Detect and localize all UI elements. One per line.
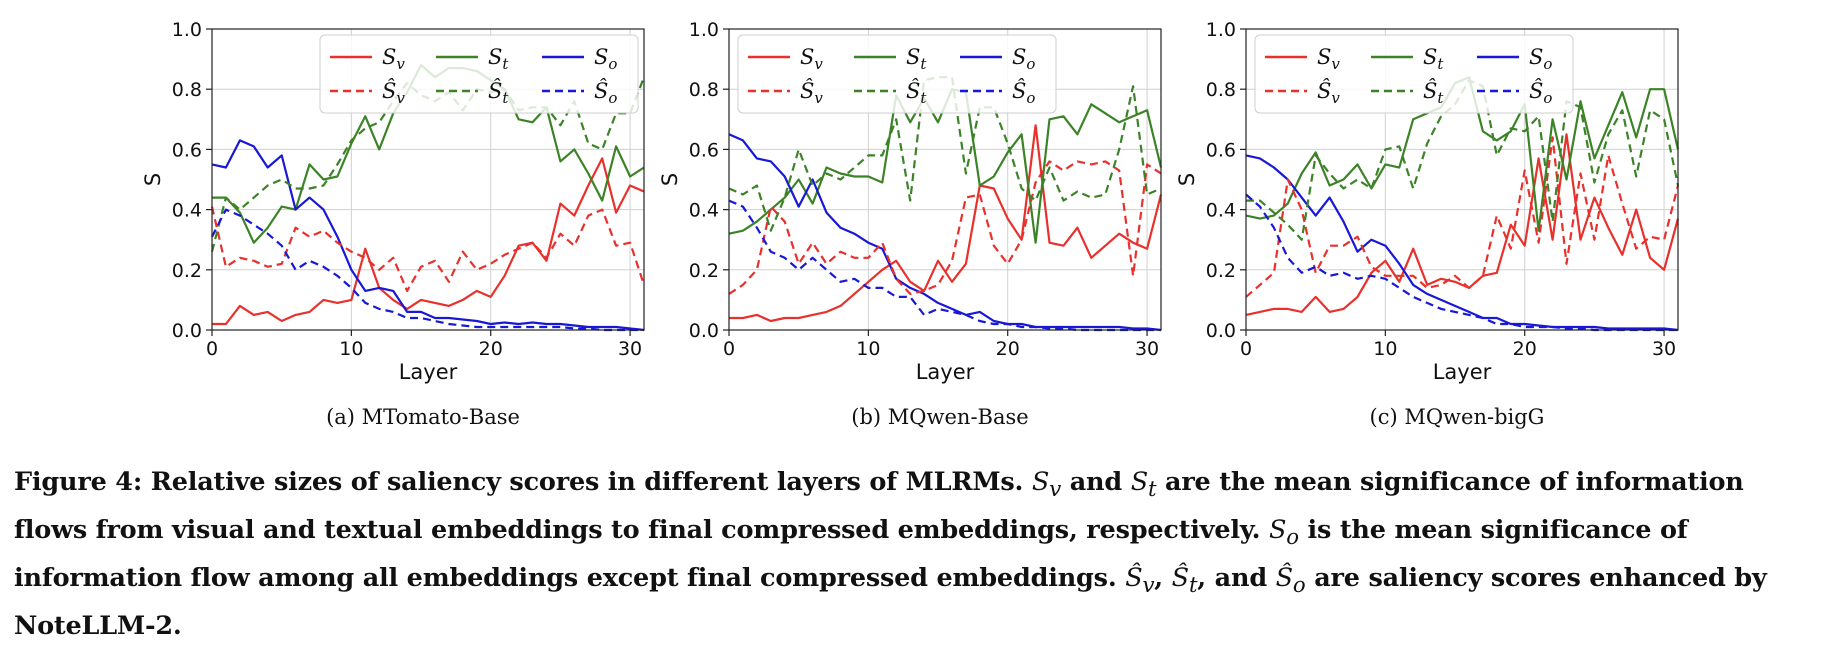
series-line-hat-v xyxy=(728,160,1162,295)
legend-label: Ŝv xyxy=(1317,78,1340,107)
subplot-a: 0.0 0.2 0.4 0.6 0.8 1.0 0 10 20 30 Layer S (a) MToma… xyxy=(141,19,646,429)
x-tick-label: 20 xyxy=(996,338,1020,360)
legend-box xyxy=(1254,34,1574,114)
x-tick-label: 30 xyxy=(1652,338,1676,360)
y-tick-label: 0.6 xyxy=(689,139,719,161)
x-axis-label: Layer xyxy=(1433,360,1492,384)
figure: 0.0 0.2 0.4 0.6 0.8 1.0 0 10 20 30 Layer S (a) MToma… xyxy=(141,19,1680,429)
legend-label: St xyxy=(906,45,927,73)
subplot-caption: (c) MQwen-bigG xyxy=(1370,405,1545,429)
y-tick-label: 0.4 xyxy=(1206,200,1236,222)
plot-frame xyxy=(211,28,645,331)
plot-frame xyxy=(1245,28,1679,331)
series-line-v xyxy=(212,157,645,326)
series-line-o xyxy=(728,133,1162,332)
y-tick-label: 0.0 xyxy=(1206,320,1236,342)
y-tick-label: 0.4 xyxy=(689,200,719,222)
y-tick-label: 0.6 xyxy=(1206,139,1236,161)
series-line-hat-o xyxy=(728,199,1161,332)
subplot-caption: (b) MQwen-Base xyxy=(851,405,1028,429)
legend-label: Ŝt xyxy=(488,78,509,107)
legend-label: Ŝt xyxy=(906,78,927,107)
legend-label: So xyxy=(1529,45,1552,73)
x-tick-label: 20 xyxy=(479,338,503,360)
series-line-hat-o xyxy=(211,208,644,332)
caption-text: is the mean significance of information xyxy=(14,515,1688,594)
legend-label: So xyxy=(1012,45,1035,73)
x-tick-label: 10 xyxy=(856,338,880,360)
series-line-v xyxy=(1245,133,1680,316)
x-tick-label: 30 xyxy=(618,338,642,360)
x-tick-label: 30 xyxy=(1135,338,1159,360)
x-tick-label: 0 xyxy=(206,338,218,360)
y-tick-label: 1.0 xyxy=(689,19,719,41)
y-tick-label: 0.2 xyxy=(172,260,202,282)
legend-label: Sv xyxy=(1317,45,1340,73)
legend-label: Ŝt xyxy=(1423,78,1444,107)
caption-symbol-so: So xyxy=(1268,515,1299,551)
x-tick-label: 10 xyxy=(1373,338,1397,360)
subplot-c: 0.0 0.2 0.4 0.6 0.8 1.0 0 10 20 30 Layer S (c) MQwen… xyxy=(1175,19,1680,429)
caption-symbol-st: St xyxy=(1130,467,1157,503)
subplot-caption: (a) MTomato-Base xyxy=(326,405,520,429)
x-tick-label: 20 xyxy=(1513,338,1537,360)
legend-label: Ŝv xyxy=(382,78,405,107)
y-tick-label: 0.2 xyxy=(1206,260,1236,282)
legend-label: Ŝo xyxy=(1012,78,1035,107)
caption-text: Figure 4: Relative sizes of saliency sco… xyxy=(14,467,1024,497)
caption-text: are the mean significance of information… xyxy=(14,467,1744,546)
caption-symbol-hat-so: Ŝo xyxy=(1275,563,1306,599)
y-tick-label: 0.8 xyxy=(172,79,202,101)
plot-frame xyxy=(728,28,1162,331)
legend-label: St xyxy=(488,45,509,73)
figure-caption: Figure 4: Relative sizes of saliency sco… xyxy=(14,462,1814,646)
series-line-hat-v xyxy=(1245,136,1680,298)
x-tick-label: 0 xyxy=(1240,338,1252,360)
y-tick-label: 0.0 xyxy=(689,320,719,342)
caption-symbol-sv: Sv xyxy=(1031,467,1062,503)
legend-label: Sv xyxy=(382,45,405,73)
y-tick-label: 0.6 xyxy=(172,139,202,161)
legend-label: Ŝv xyxy=(800,78,823,107)
x-tick-label: 0 xyxy=(723,338,735,360)
x-axis-label: Layer xyxy=(399,360,458,384)
caption-text: , and xyxy=(1197,563,1267,594)
legend-box xyxy=(319,34,639,114)
series-line-hat-v xyxy=(210,206,646,292)
subplot-b: 0.0 0.2 0.4 0.6 0.8 1.0 0 10 20 30 Layer S (b) MQwen… xyxy=(658,19,1163,429)
legend-label: Ŝo xyxy=(1529,78,1552,107)
series-line-o xyxy=(211,139,645,332)
series-line-o xyxy=(1245,154,1679,332)
y-tick-label: 1.0 xyxy=(1206,19,1236,41)
y-axis-label: S xyxy=(1175,173,1199,186)
y-tick-label: 0.8 xyxy=(1206,79,1236,101)
y-tick-label: 0.0 xyxy=(172,320,202,342)
y-tick-label: 1.0 xyxy=(172,19,202,41)
series-line-v xyxy=(729,124,1163,323)
legend-label: Sv xyxy=(800,45,823,73)
y-axis-label: S xyxy=(141,173,165,186)
x-tick-label: 10 xyxy=(339,338,363,360)
caption-symbol-hat-sv: Ŝv xyxy=(1125,563,1155,599)
legend-label: So xyxy=(594,45,617,73)
caption-text: from visual and textual embeddings to fi… xyxy=(95,515,1261,546)
legend-label: Ŝo xyxy=(594,78,617,107)
legend-label: St xyxy=(1423,45,1444,73)
y-tick-label: 0.4 xyxy=(172,200,202,222)
x-axis-label: Layer xyxy=(916,360,975,384)
caption-symbol-hat-st: Ŝt xyxy=(1171,563,1198,599)
legend-box xyxy=(737,34,1057,114)
y-tick-label: 0.8 xyxy=(689,79,719,101)
caption-text: and xyxy=(1069,467,1122,497)
caption-text: flow among all embeddings except final c… xyxy=(190,563,1117,594)
y-axis-label: S xyxy=(658,173,682,186)
caption-text: , xyxy=(1154,563,1163,594)
y-tick-label: 0.2 xyxy=(689,260,719,282)
